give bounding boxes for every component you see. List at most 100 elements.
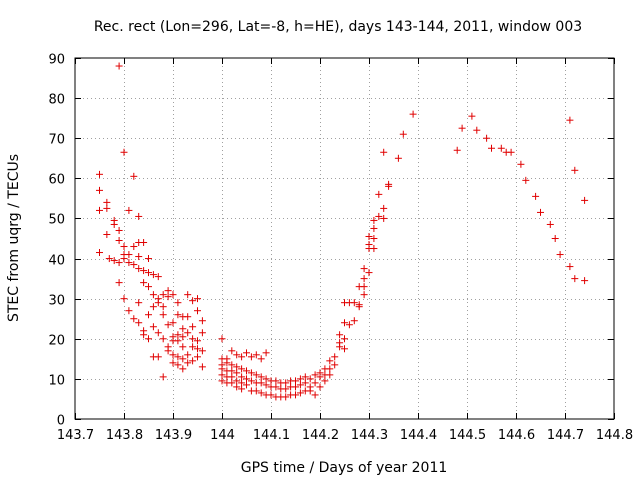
- data-point: [140, 267, 148, 275]
- x-tick-label: 144.4: [400, 428, 437, 443]
- data-point: [198, 347, 206, 355]
- data-point: [262, 375, 270, 383]
- data-point: [556, 251, 564, 259]
- data-point: [149, 291, 157, 299]
- data-point: [571, 275, 579, 283]
- data-point: [169, 351, 177, 359]
- data-point: [345, 321, 353, 329]
- x-tick-label: 143.9: [155, 428, 192, 443]
- data-point: [159, 303, 167, 311]
- data-point: [292, 391, 299, 399]
- data-point: [331, 361, 339, 369]
- data-point: [370, 245, 378, 253]
- data-point: [247, 377, 255, 385]
- data-point: [103, 230, 111, 238]
- data-point: [228, 379, 236, 387]
- data-point: [316, 383, 324, 391]
- data-point: [296, 381, 304, 389]
- x-tick-label: 144.7: [547, 428, 584, 443]
- data-point: [497, 144, 505, 152]
- data-point: [198, 363, 206, 371]
- data-point: [218, 371, 226, 379]
- data-point: [179, 343, 187, 351]
- data-point: [365, 232, 373, 240]
- data-point: [174, 331, 182, 339]
- y-tick-label: 20: [48, 334, 65, 349]
- data-points: [96, 62, 589, 401]
- data-point: [135, 319, 143, 327]
- data-point: [125, 259, 133, 267]
- data-point: [546, 220, 554, 228]
- data-point: [140, 279, 148, 287]
- data-point: [238, 373, 246, 381]
- x-axis-label: GPS time / Days of year 2011: [241, 460, 448, 476]
- data-point: [120, 255, 128, 263]
- data-point: [292, 383, 299, 391]
- data-point: [360, 291, 368, 299]
- data-point: [179, 333, 187, 341]
- data-point: [257, 379, 265, 387]
- data-point: [164, 321, 172, 329]
- data-point: [115, 279, 123, 287]
- data-point: [164, 293, 172, 301]
- data-point: [140, 239, 148, 247]
- data-point: [243, 367, 250, 375]
- data-point: [169, 291, 177, 299]
- data-point: [360, 283, 368, 291]
- data-point: [115, 62, 123, 70]
- data-point: [507, 148, 515, 156]
- data-point: [453, 146, 461, 154]
- x-tick-label: 144.5: [449, 428, 486, 443]
- data-point: [228, 367, 236, 375]
- data-point: [566, 116, 574, 124]
- data-point: [262, 381, 270, 389]
- data-point: [135, 253, 143, 261]
- y-tick-label: 10: [48, 374, 65, 389]
- data-point: [125, 251, 133, 259]
- data-point: [257, 389, 265, 397]
- data-point: [316, 373, 324, 381]
- data-point: [306, 375, 314, 383]
- data-point: [257, 355, 265, 363]
- x-tick-label: 143.7: [57, 428, 94, 443]
- data-point: [311, 391, 319, 399]
- data-point: [375, 212, 383, 220]
- data-point: [184, 359, 192, 367]
- x-tick-label: 144: [210, 428, 235, 443]
- data-point: [135, 265, 143, 273]
- data-point: [247, 369, 255, 377]
- data-point: [120, 148, 128, 156]
- data-point: [145, 255, 152, 263]
- y-tick-label: 30: [48, 294, 65, 309]
- data-point: [473, 126, 481, 134]
- data-point: [194, 295, 201, 303]
- data-point: [189, 297, 197, 305]
- x-tick-label: 144.2: [302, 428, 339, 443]
- data-point: [311, 371, 319, 379]
- data-point: [233, 351, 241, 359]
- data-point: [233, 383, 241, 391]
- data-point: [103, 204, 111, 212]
- data-point: [537, 208, 544, 216]
- data-point: [194, 345, 201, 353]
- x-tick-label: 144.8: [596, 428, 633, 443]
- data-point: [140, 331, 148, 339]
- data-point: [174, 337, 182, 345]
- data-point: [409, 110, 417, 118]
- y-tick-label: 0: [57, 414, 65, 429]
- data-point: [145, 335, 152, 343]
- data-point: [135, 299, 143, 307]
- data-point: [370, 224, 378, 232]
- data-point: [218, 377, 226, 385]
- data-point: [321, 377, 329, 385]
- y-tick-label: 70: [48, 133, 65, 148]
- data-point: [198, 329, 206, 337]
- data-point: [105, 255, 113, 263]
- data-point: [252, 387, 260, 395]
- data-point: [125, 206, 133, 214]
- data-point: [125, 307, 133, 315]
- data-point: [336, 343, 344, 351]
- data-point: [581, 196, 589, 204]
- data-point: [326, 365, 334, 373]
- data-point: [194, 307, 201, 315]
